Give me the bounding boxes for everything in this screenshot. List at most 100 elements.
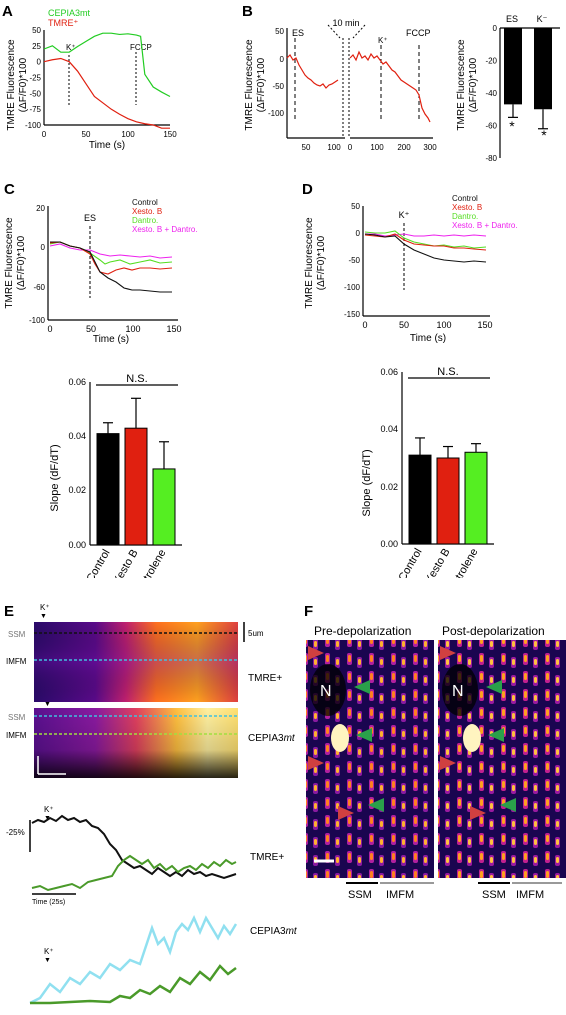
panel-c-es-marker: ES <box>84 213 96 223</box>
panel-d-letter: D <box>302 181 313 198</box>
panel-e-figure: E K⁺ ▼ SSM IMFM 5um TMRE+ ▼ SSM IMFM CEP… <box>4 603 298 1005</box>
panel-a-xtick: 150 <box>163 130 177 139</box>
panel-a-ytick: -25 <box>29 74 41 83</box>
panel-d-xtick: 0 <box>362 320 367 330</box>
panel-c-legend-control: Control <box>132 198 158 207</box>
panel-e-tmre-label: TMRE+ <box>248 673 282 684</box>
panel-c-bar-ytick: 0.06 <box>68 377 86 387</box>
panel-b-bar-cat-es: ES <box>506 14 518 24</box>
panel-b-bar-ytick: -40 <box>485 89 497 98</box>
panel-d-ytick: -50 <box>348 256 360 265</box>
panel-b-ytick: 50 <box>275 27 284 36</box>
panel-a-ytick: -100 <box>25 121 42 130</box>
panel-c-legend-dantro: Dantro. <box>132 216 158 225</box>
panel-e-k-arrow-2: ▼ <box>44 701 51 708</box>
panel-f-imfm-label-2: IMFM <box>516 889 544 901</box>
panel-d-bar-cat: Control <box>396 547 424 579</box>
panel-f-post-title: Post-depolarization <box>442 624 545 638</box>
panel-b-ytick: -50 <box>272 82 284 91</box>
panel-d-bar <box>464 451 488 545</box>
panel-e-k-label-4: K⁺ <box>44 947 54 956</box>
panel-f: F Pre-depolarization Post-depolarization… <box>300 598 566 1010</box>
panel-b-ytick: -100 <box>268 109 285 118</box>
panel-f-red-arrows <box>308 646 486 820</box>
panel-c: C TMRE Fluorescence (ΔF/F0)*100 20 0 -60… <box>0 178 275 600</box>
panel-f-ssm-label-2: SSM <box>482 889 506 901</box>
panel-f-green-arrows <box>354 680 516 812</box>
panel-c-xtick: 50 <box>86 324 96 334</box>
panel-b-chart: B TMRE Fluorescence (ΔF/F0)*100 50 0 -50… <box>242 3 560 163</box>
panel-b-letter: B <box>242 3 253 20</box>
panel-e-k-arrow-4: ▼ <box>44 957 51 964</box>
panel-d-legend-combo: Xesto. B + Dantro. <box>452 221 518 230</box>
panel-c-xtick: 100 <box>125 324 140 334</box>
panel-c-legend-xesto: Xesto. B <box>132 207 162 216</box>
panel-e-tmre-label-2: TMRE+ <box>250 852 284 863</box>
panel-c-ytick: -100 <box>29 316 46 325</box>
panel-d-chart: D TMRE Fluorescence (ΔF/F0)*100 50 0 -50… <box>302 181 518 599</box>
panel-b-xtick: 0 <box>348 143 353 152</box>
panel-b-ylabel-2: (ΔF/F0)*100 <box>256 57 267 112</box>
panel-d-ytick: 0 <box>356 229 361 238</box>
panel-e-tmre-trace-black <box>31 814 237 880</box>
panel-e-tmre-trace-green <box>31 854 237 892</box>
panel-c-xlabel: Time (s) <box>93 334 129 345</box>
panel-b-bar-ylabel-2: (ΔF/F0)*100 <box>468 57 479 112</box>
panel-a-letter: A <box>2 3 13 20</box>
panel-a-xtick: 100 <box>121 130 135 139</box>
panel-b-xtick: 50 <box>302 143 311 152</box>
panel-c-bar-cat: Control <box>84 548 112 579</box>
panel-b-bar-ylabel-1: TMRE Fluorescence <box>456 39 467 131</box>
panel-b-xtick: 200 <box>397 143 411 152</box>
panel-b-trace-left <box>286 54 339 89</box>
panel-a-legend-cepia: CEPIA3mt <box>48 8 91 18</box>
panel-a-ylabel-1: TMRE Fluorescence <box>6 39 17 131</box>
panel-c-bar-ytick: 0.00 <box>68 540 86 550</box>
panel-a-ytick: 25 <box>32 42 41 51</box>
panel-a-legend-tmre: TMRE⁺ <box>48 18 78 28</box>
panel-d-k-marker: K⁺ <box>399 210 410 220</box>
panel-f-imfm-label: IMFM <box>386 889 414 901</box>
panel-c-ylabel-2: (ΔF/F0)*100 <box>16 235 27 290</box>
panel-d-xtick: 50 <box>399 320 409 330</box>
panel-d-xtick: 100 <box>436 320 451 330</box>
panel-f-nucleus-label-2: N <box>452 683 464 700</box>
panel-b-bar-ytick: -80 <box>485 154 497 163</box>
panel-d-ytick: -150 <box>344 310 361 319</box>
panel-a-series-cepia <box>43 32 171 98</box>
panel-c-ytick: -60 <box>33 283 45 292</box>
panel-d-bar-ytick: 0.00 <box>380 539 398 549</box>
panel-e-imfm-label-2: IMFM <box>6 731 27 740</box>
panel-d-ylabel-2: (ΔF/F0)*100 <box>316 235 327 290</box>
panel-b-star-2: * <box>541 127 547 143</box>
panel-b-star-1: * <box>509 118 515 134</box>
panel-d-xlabel: Time (s) <box>410 333 446 344</box>
panel-b-bar <box>534 28 552 110</box>
panel-b-ytick: 0 <box>280 55 285 64</box>
panel-d-ylabel-1: TMRE Fluorescence <box>304 217 315 309</box>
panel-d-bar-ytick: 0.02 <box>380 482 398 492</box>
panel-b-break-label: 10 min <box>332 18 359 28</box>
panel-d-series-dantro <box>364 230 487 249</box>
panel-b-bar <box>504 28 522 105</box>
panel-a-series-tmre <box>43 57 170 129</box>
panel-c-bar-cat: Xesto B <box>111 548 141 579</box>
panel-c-ytick: 20 <box>36 204 45 213</box>
panel-b-fccp-marker: FCCP <box>406 28 431 38</box>
panel-e-ssm-label-2: SSM <box>8 713 26 722</box>
panel-b: B TMRE Fluorescence (ΔF/F0)*100 50 0 -50… <box>240 0 566 165</box>
panel-d-xtick: 150 <box>477 320 492 330</box>
panel-e-scale-label: 5um <box>248 629 264 638</box>
panel-a-xtick: 50 <box>82 130 91 139</box>
panel-a-ytick: 50 <box>32 26 41 35</box>
panel-c-bar <box>124 427 148 546</box>
panel-d-bar <box>436 457 460 545</box>
panel-a-ytick: -50 <box>29 89 41 98</box>
panel-d-series-combo <box>365 233 487 237</box>
panel-c-xtick: 0 <box>47 324 52 334</box>
panel-e-k-label-3: K⁺ <box>44 805 54 814</box>
panel-c-xtick: 150 <box>166 324 181 334</box>
panel-b-xtick: 100 <box>370 143 384 152</box>
panel-c-series-control <box>50 241 172 293</box>
panel-a-chart: A TMRE Fluorescence (ΔF/F0)*100 50 25 0 -25… <box>2 3 177 151</box>
